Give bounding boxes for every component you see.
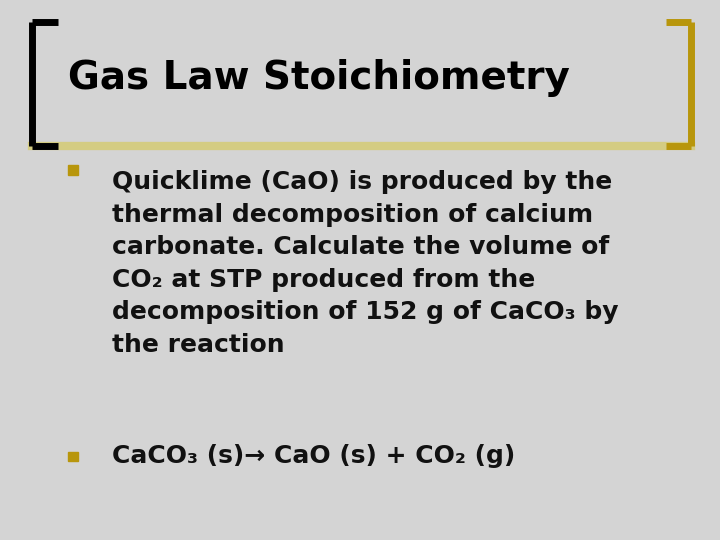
Bar	[68, 165, 78, 175]
Text: Quicklime (CaO) is produced by the
thermal decomposition of calcium
carbonate. C: Quicklime (CaO) is produced by the therm…	[112, 170, 618, 357]
Text: Gas Law Stoichiometry: Gas Law Stoichiometry	[68, 59, 570, 97]
Text: CaCO₃ (s)→ CaO (s) + CO₂ (g): CaCO₃ (s)→ CaO (s) + CO₂ (g)	[112, 444, 515, 468]
Bar	[68, 451, 78, 461]
